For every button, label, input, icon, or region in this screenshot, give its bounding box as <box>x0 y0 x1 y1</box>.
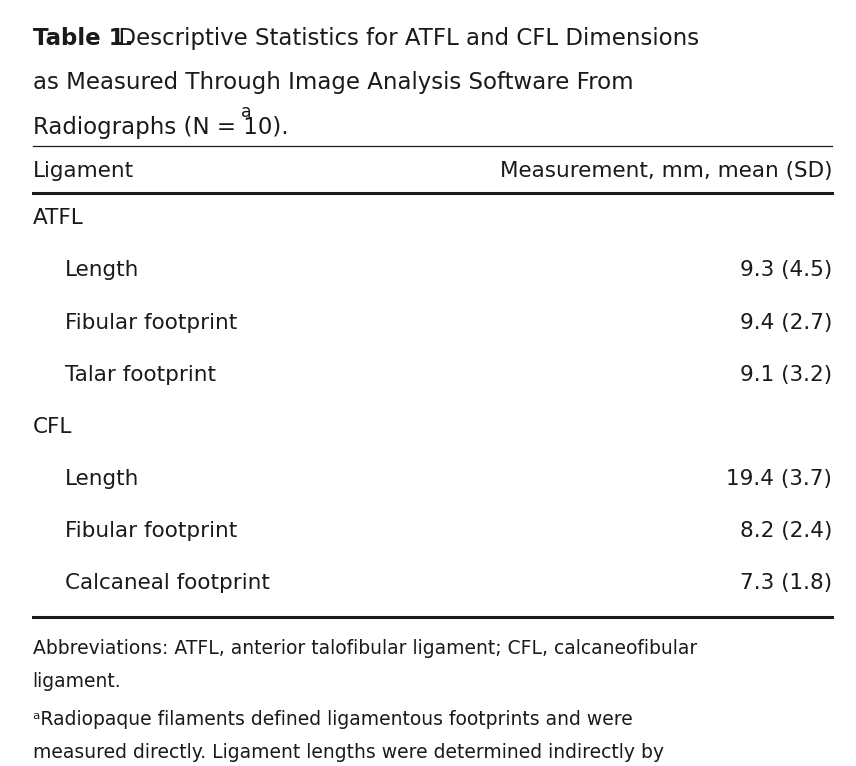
Text: 19.4 (3.7): 19.4 (3.7) <box>726 469 832 489</box>
Text: ᵃRadiopaque filaments defined ligamentous footprints and were: ᵃRadiopaque filaments defined ligamentou… <box>33 709 633 728</box>
Text: Table 1.: Table 1. <box>33 27 133 50</box>
Text: ligament.: ligament. <box>33 672 122 691</box>
Text: 9.3 (4.5): 9.3 (4.5) <box>740 260 832 280</box>
Text: Fibular footprint: Fibular footprint <box>65 521 237 541</box>
Text: 9.1 (3.2): 9.1 (3.2) <box>740 365 832 385</box>
Text: Length: Length <box>65 260 140 280</box>
Text: Radiographs (N = 10).: Radiographs (N = 10). <box>33 116 288 139</box>
Text: Talar footprint: Talar footprint <box>65 365 216 385</box>
Text: 7.3 (1.8): 7.3 (1.8) <box>740 573 832 593</box>
Text: Measurement, mm, mean (SD): Measurement, mm, mean (SD) <box>500 161 832 181</box>
Text: Descriptive Statistics for ATFL and CFL Dimensions: Descriptive Statistics for ATFL and CFL … <box>104 27 698 50</box>
Text: a: a <box>241 103 252 121</box>
Text: 8.2 (2.4): 8.2 (2.4) <box>740 521 832 541</box>
Text: Fibular footprint: Fibular footprint <box>65 313 237 332</box>
Text: Length: Length <box>65 469 140 489</box>
Text: Calcaneal footprint: Calcaneal footprint <box>65 573 270 593</box>
Text: as Measured Through Image Analysis Software From: as Measured Through Image Analysis Softw… <box>33 71 633 94</box>
Text: ATFL: ATFL <box>33 208 83 228</box>
Text: Abbreviations: ATFL, anterior talofibular ligament; CFL, calcaneofibular: Abbreviations: ATFL, anterior talofibula… <box>33 639 697 658</box>
Text: Ligament: Ligament <box>33 161 134 181</box>
Text: measured directly. Ligament lengths were determined indirectly by: measured directly. Ligament lengths were… <box>33 742 663 761</box>
Text: CFL: CFL <box>33 417 72 437</box>
Text: 9.4 (2.7): 9.4 (2.7) <box>740 313 832 332</box>
